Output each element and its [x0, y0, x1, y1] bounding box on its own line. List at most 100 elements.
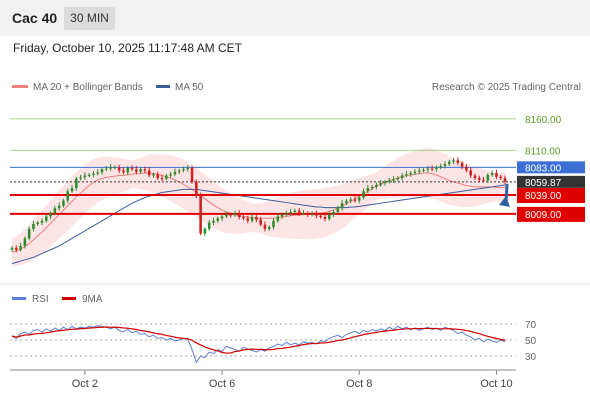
candle-body: [147, 170, 151, 176]
candle-body: [242, 217, 245, 219]
candle-body: [499, 176, 502, 179]
ma50-line: [11, 184, 506, 265]
candle-body: [396, 178, 400, 180]
candle-body: [447, 161, 451, 165]
candle-body: [387, 180, 391, 182]
candle-body: [439, 166, 442, 168]
candle-body: [250, 217, 254, 221]
datetime-label: Friday, October 10, 2025 11:17:48 AM CET: [13, 41, 243, 55]
credit-label: Research © 2025 Trading Central: [432, 82, 581, 93]
candle-body: [225, 214, 228, 217]
candle-body: [19, 245, 22, 250]
header-bar: Cac 40 30 MIN: [0, 0, 590, 36]
candle-body: [482, 179, 485, 181]
candle-body: [319, 215, 322, 218]
candle-body: [66, 191, 70, 201]
candle-body: [460, 162, 464, 167]
candle-body: [40, 220, 44, 223]
candle-body: [45, 216, 48, 221]
candle-body: [109, 167, 112, 169]
candle-body: [362, 191, 365, 198]
candle-body: [426, 168, 430, 170]
candle-body: [422, 169, 425, 171]
candle-body: [430, 168, 434, 170]
rsi-legend-swatch: [12, 297, 26, 300]
candle-body: [92, 173, 95, 175]
candles: [10, 157, 507, 253]
rsi-ma-line: [11, 326, 506, 354]
candle-body: [36, 222, 39, 224]
candle-body: [49, 213, 52, 217]
candle-body: [195, 181, 198, 196]
bollinger-band-area: [12, 148, 505, 266]
candle-body: [186, 167, 190, 170]
candle-body: [400, 175, 404, 179]
level-labels: 8160.00 8110.00 8083.00 8059.87 8039.00 8009.…: [517, 115, 585, 222]
rsi-legend-label: RSI: [32, 294, 49, 305]
candle-body: [490, 172, 494, 175]
x-tick-label: Oct 6: [209, 378, 235, 390]
candle-body: [469, 170, 472, 176]
candle-body: [126, 167, 130, 173]
candle-body: [10, 247, 14, 250]
ma20-legend-label: MA 20 + Bollinger Bands: [33, 82, 143, 93]
level-label-8039.00: 8039.00: [525, 191, 562, 202]
forecast-arrow: [499, 183, 510, 207]
candle-body: [15, 247, 18, 250]
level-label-8110.00: 8110.00: [525, 146, 561, 157]
candle-body: [379, 183, 382, 185]
candle-body: [160, 178, 164, 180]
candle-body: [165, 175, 168, 179]
candle-body: [143, 169, 147, 171]
candle-body: [323, 217, 327, 219]
candle-body: [413, 171, 417, 173]
candle-body: [336, 208, 340, 212]
candle-body: [182, 169, 185, 171]
candle-body: [87, 174, 91, 176]
candle-body: [370, 186, 374, 189]
candle-body: [306, 213, 310, 215]
candle-body: [173, 171, 177, 175]
candle-body: [315, 213, 318, 216]
level-label-8160.00: 8160.00: [525, 115, 562, 126]
candle-body: [130, 167, 134, 170]
timeframe-button[interactable]: 30 MIN: [64, 7, 115, 30]
candle-body: [405, 174, 408, 176]
candle-body: [473, 175, 477, 179]
bollinger-bands: [12, 148, 505, 266]
candle-body: [443, 164, 447, 167]
candle-body: [272, 220, 275, 228]
candle-body: [156, 174, 160, 179]
candle-body: [345, 200, 348, 204]
candle-body: [503, 178, 507, 182]
candle-body: [100, 169, 104, 173]
ma20-legend-swatch: [12, 85, 28, 88]
candle-body: [392, 179, 395, 181]
candle-body: [435, 167, 438, 170]
candle-body: [366, 188, 370, 192]
candle-body: [220, 216, 224, 219]
candle-body: [267, 227, 271, 229]
level-label-8059.87: 8059.87: [525, 178, 562, 189]
candle-body: [53, 208, 57, 214]
candle-body: [216, 218, 220, 221]
candle-body: [207, 222, 211, 229]
candle-body: [332, 212, 335, 215]
candle-body: [212, 220, 215, 223]
rsi-panel: 70 50 30: [10, 320, 537, 364]
candle-body: [233, 213, 237, 216]
candle-body: [255, 217, 258, 220]
candle-body: [349, 199, 352, 201]
candle-body: [83, 175, 87, 178]
candle-body: [96, 172, 100, 174]
level-badge-8059.87: [517, 175, 585, 188]
candle-body: [302, 213, 305, 215]
candle-body: [409, 172, 412, 175]
candle-body: [117, 167, 121, 171]
level-label-8083.00: 8083.00: [525, 163, 562, 174]
candle-body: [246, 218, 250, 221]
candle-body: [169, 174, 172, 176]
candle-body: [297, 210, 301, 214]
rsi-tick-50: 50: [525, 336, 537, 347]
candle-body: [32, 223, 35, 229]
